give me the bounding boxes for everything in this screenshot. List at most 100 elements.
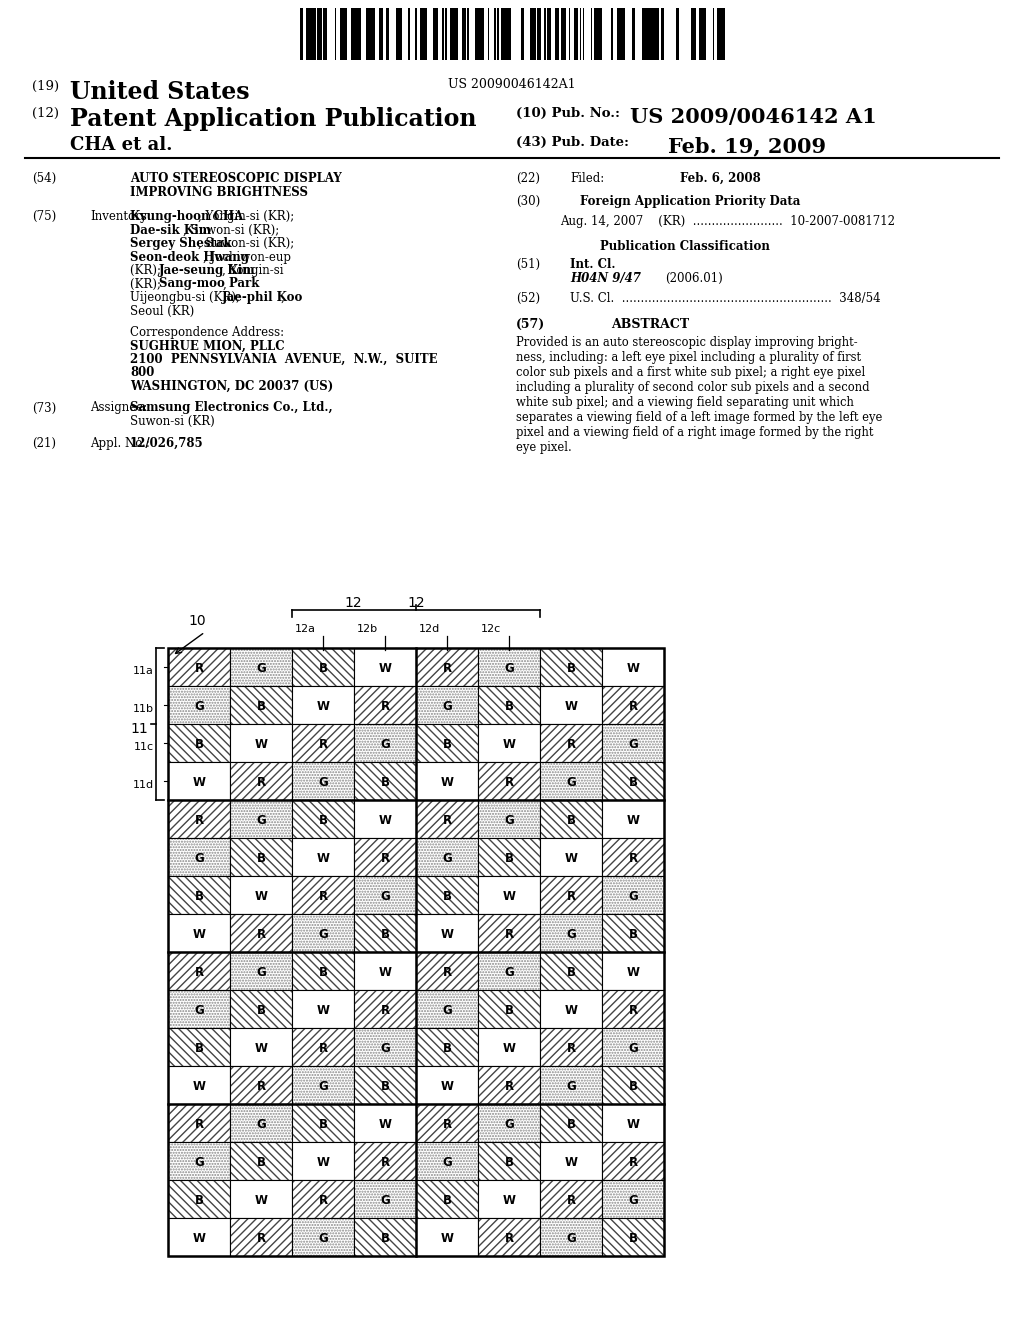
Bar [541, 1218, 601, 1255]
Text: R: R [381, 1003, 389, 1016]
Text: G: G [566, 1232, 575, 1245]
Text: G: G [566, 1080, 575, 1093]
Text: W: W [564, 700, 578, 713]
Bar [168, 648, 230, 686]
Bar [478, 1104, 540, 1142]
Bar [292, 952, 354, 990]
Text: W: W [440, 1080, 454, 1093]
Text: G: G [442, 1155, 452, 1168]
Text: W: W [503, 1193, 515, 1206]
Bar [555, 8, 559, 59]
Bar [420, 8, 423, 59]
Bar [168, 990, 230, 1028]
Bar [293, 648, 353, 685]
Bar [230, 648, 292, 685]
Bar [354, 763, 416, 800]
Bar [541, 1180, 601, 1217]
Bar [478, 723, 540, 762]
Text: Suwon-si (KR): Suwon-si (KR) [130, 414, 215, 428]
Text: W: W [193, 776, 206, 788]
Bar [481, 8, 484, 59]
Text: , Suwon-si (KR);: , Suwon-si (KR); [198, 238, 294, 249]
Bar [540, 1142, 602, 1180]
Bar [293, 1105, 353, 1142]
Bar [292, 1067, 354, 1104]
Text: G: G [318, 928, 328, 940]
Text: W: W [379, 813, 391, 826]
Bar [602, 913, 664, 952]
Bar [417, 1143, 477, 1180]
Bar [293, 763, 353, 800]
Bar [602, 1028, 664, 1065]
Text: B: B [629, 928, 638, 940]
Text: ,: , [281, 290, 284, 304]
Bar [292, 1104, 354, 1142]
Bar [521, 8, 524, 59]
Text: Seoul (KR): Seoul (KR) [130, 305, 195, 318]
Bar [602, 762, 664, 800]
Bar [478, 1180, 540, 1218]
Text: B: B [442, 738, 452, 751]
Bar [292, 800, 354, 838]
Bar [416, 1067, 478, 1104]
Bar [230, 1218, 292, 1257]
Text: Jae-phil Koo: Jae-phil Koo [222, 290, 303, 304]
Bar [445, 8, 447, 59]
Bar [497, 8, 499, 59]
Text: W: W [564, 1003, 578, 1016]
Text: U.S. Cl.  ........................................................  348/54: U.S. Cl. ...............................… [570, 292, 881, 305]
Bar [662, 8, 664, 59]
Bar [169, 648, 229, 685]
Bar [354, 913, 416, 952]
Bar [544, 8, 546, 59]
Bar [541, 648, 601, 685]
Text: B: B [566, 965, 575, 978]
Bar [230, 952, 292, 990]
Bar [541, 915, 601, 952]
Text: Inventors:: Inventors: [90, 210, 151, 223]
Text: W: W [255, 1193, 267, 1206]
Bar [354, 876, 416, 913]
Text: B: B [256, 851, 265, 865]
Bar [632, 8, 635, 59]
Bar [230, 686, 292, 723]
Bar [169, 1143, 229, 1180]
Bar [169, 725, 229, 762]
Text: Patent Application Publication: Patent Application Publication [70, 107, 476, 131]
Bar [450, 8, 453, 59]
Text: B: B [505, 851, 513, 865]
Text: B: B [381, 776, 389, 788]
Text: G: G [380, 890, 390, 903]
Text: R: R [318, 1041, 328, 1055]
Text: (2006.01): (2006.01) [665, 272, 723, 285]
Text: 12a: 12a [295, 624, 316, 634]
Bar [168, 952, 230, 990]
Bar [617, 8, 621, 59]
Bar [230, 763, 292, 800]
Text: Aug. 14, 2007    (KR)  ........................  10-2007-0081712: Aug. 14, 2007 (KR) .....................… [560, 215, 895, 228]
Text: G: G [318, 1232, 328, 1245]
Bar [540, 838, 602, 876]
Bar [168, 723, 230, 762]
Bar [602, 952, 664, 990]
Bar [416, 686, 478, 723]
Text: B: B [195, 1193, 204, 1206]
Bar [354, 838, 416, 876]
Bar [478, 763, 540, 800]
Bar [351, 8, 355, 59]
Text: W: W [503, 890, 515, 903]
Text: B: B [195, 738, 204, 751]
Bar [478, 1067, 540, 1104]
Bar [676, 8, 679, 59]
Text: IMPROVING BRIGHTNESS: IMPROVING BRIGHTNESS [130, 186, 308, 198]
Bar [540, 648, 602, 686]
Bar [602, 686, 664, 723]
Bar [386, 8, 388, 59]
Text: Dae-sik Kim: Dae-sik Kim [130, 223, 211, 236]
Bar [230, 1218, 292, 1255]
Bar [563, 8, 566, 59]
Bar [621, 8, 625, 59]
Bar [230, 1105, 292, 1142]
Bar [293, 953, 353, 990]
Bar [478, 953, 540, 990]
